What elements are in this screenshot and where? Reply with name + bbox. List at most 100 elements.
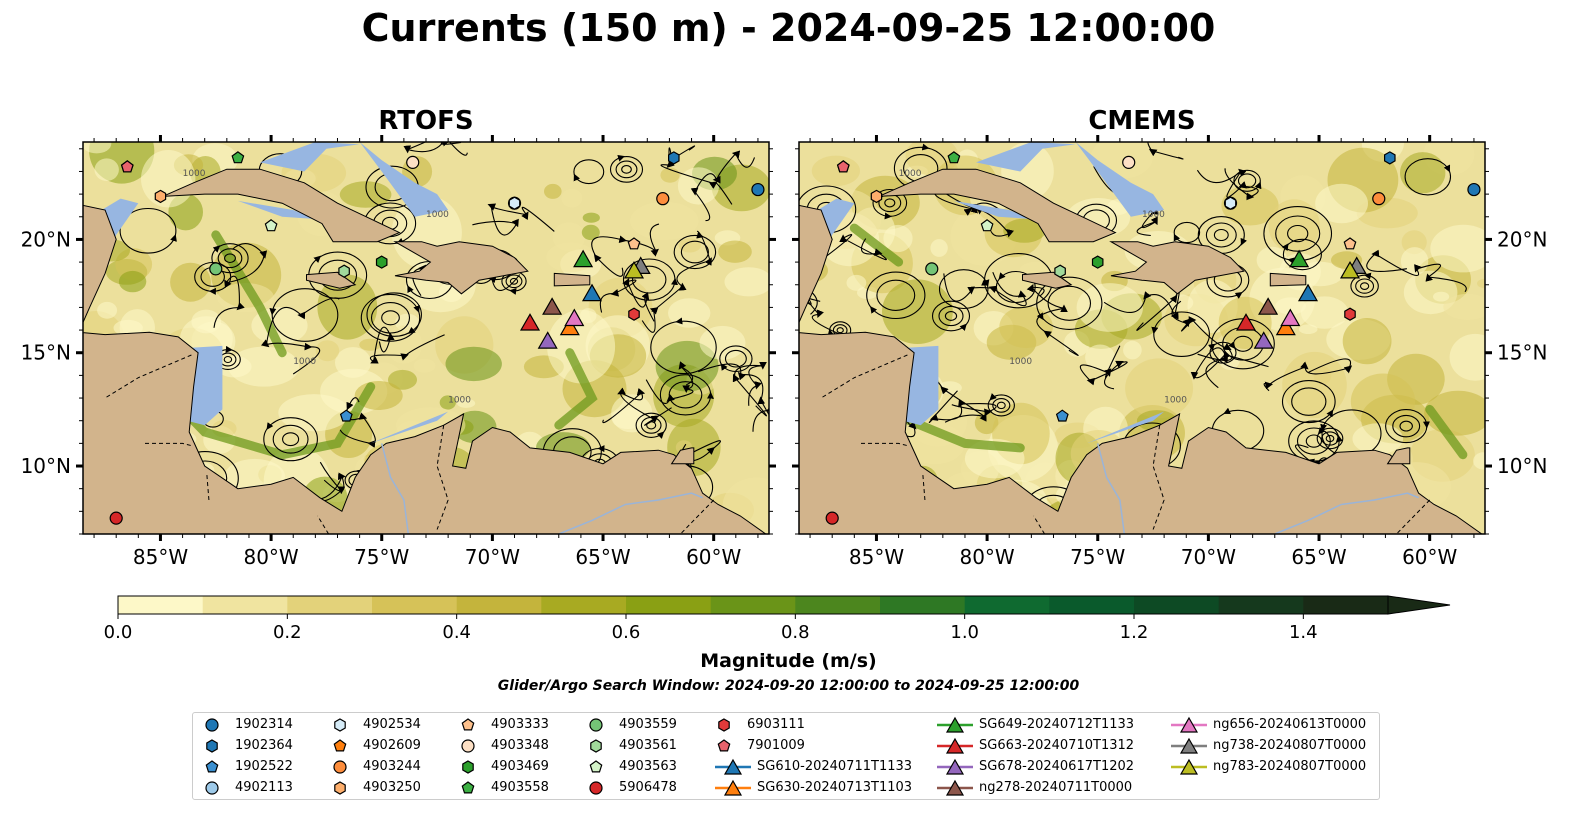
marker-4903559 bbox=[209, 262, 223, 276]
magnitude-patch bbox=[388, 369, 417, 390]
streamline bbox=[1196, 168, 1259, 201]
streamline-eddy bbox=[944, 311, 958, 321]
streamline-eddy bbox=[1392, 414, 1421, 438]
legend-swatch bbox=[333, 760, 347, 774]
magnitude-patch bbox=[630, 201, 699, 241]
streamline-arrow bbox=[407, 285, 414, 294]
magnitude-patch bbox=[1256, 246, 1288, 274]
legend-label: 4902113 bbox=[235, 780, 293, 795]
magnitude-patch bbox=[315, 340, 340, 362]
streamline bbox=[403, 142, 468, 156]
land bbox=[553, 272, 591, 287]
legend-marker bbox=[589, 718, 603, 732]
streamline bbox=[1171, 300, 1233, 361]
lon-tick-label: 85°W bbox=[133, 545, 188, 569]
legend-label: 6903111 bbox=[747, 717, 805, 732]
legend-label: 7901009 bbox=[747, 738, 805, 753]
streamline-eddy bbox=[884, 198, 896, 208]
legend-label: 4903563 bbox=[619, 759, 677, 774]
country-border bbox=[104, 354, 192, 399]
colorbar-tick-label: 1.2 bbox=[1120, 622, 1149, 643]
legend-marker bbox=[205, 760, 219, 773]
marker-SG678-20240617T1202 bbox=[1253, 331, 1274, 349]
streamline-arrow bbox=[720, 363, 728, 371]
colorbar-segment bbox=[541, 596, 627, 614]
lat-tick-label: 15°N bbox=[1497, 341, 1547, 365]
magnitude-patch bbox=[883, 224, 913, 253]
streamline-arrow bbox=[921, 143, 930, 151]
marker-1902314 bbox=[751, 182, 765, 197]
country-border bbox=[206, 475, 210, 503]
legend-label: 4903348 bbox=[491, 738, 549, 753]
magnitude-patch bbox=[724, 267, 769, 297]
magnitude-patch bbox=[1449, 333, 1485, 381]
legend-swatch bbox=[718, 718, 730, 732]
streamline-arrow bbox=[1173, 233, 1181, 242]
marker-ng656-20240613T0000 bbox=[1280, 308, 1301, 327]
country-border bbox=[1152, 425, 1165, 530]
marker-4903561 bbox=[338, 264, 350, 278]
shallow-water bbox=[1075, 142, 1165, 217]
lon-tick-label: 80°W bbox=[959, 545, 1014, 569]
legend-label: SG610-20240711T1133 bbox=[757, 759, 913, 774]
legend-swatch bbox=[206, 739, 218, 753]
shallow-water bbox=[976, 142, 1076, 172]
magnitude-patch bbox=[678, 238, 701, 253]
legend-swatch bbox=[462, 760, 474, 774]
colorbar-tick-label: 1.4 bbox=[1289, 622, 1318, 643]
legend-swatch bbox=[461, 781, 475, 794]
marker-SG649-20240712T1133 bbox=[573, 249, 594, 268]
legend-marker bbox=[462, 760, 474, 774]
magnitude-patch bbox=[699, 325, 746, 360]
marker-4903469 bbox=[375, 255, 388, 269]
marker-ng656-20240613T0000 bbox=[564, 308, 585, 327]
magnitude-patch bbox=[552, 222, 586, 252]
marker-4903563 bbox=[980, 219, 994, 232]
country-border bbox=[436, 425, 449, 530]
marker-4903250 bbox=[154, 189, 167, 204]
strong-current-band bbox=[905, 416, 1025, 453]
magnitude-patch bbox=[339, 181, 392, 208]
magnitude-patch bbox=[1123, 340, 1142, 360]
marker-4903250 bbox=[870, 189, 883, 204]
map-panel-cmems: 1000 1000 1000 1000 85°W 80°W 75°W 70°W 65°W 60°W… bbox=[792, 135, 1547, 569]
streamline-arrow bbox=[989, 393, 997, 401]
colorbar-frame bbox=[117, 595, 1389, 615]
streamline bbox=[339, 397, 376, 448]
land bbox=[1269, 272, 1307, 287]
streamline-eddy bbox=[505, 274, 523, 289]
streamline bbox=[645, 361, 694, 404]
streamline-eddy bbox=[509, 277, 519, 285]
colorbar-segment bbox=[626, 596, 712, 614]
marker-4903563 bbox=[264, 219, 278, 232]
legend-marker bbox=[723, 758, 743, 775]
streamline-eddy bbox=[272, 424, 309, 454]
streamline-eddy bbox=[1213, 228, 1229, 242]
legend-label: 4903250 bbox=[363, 780, 421, 795]
streamline-arrow bbox=[212, 245, 221, 253]
streamline-eddy bbox=[1275, 215, 1321, 252]
magnitude-patch bbox=[457, 398, 476, 408]
streamline bbox=[1103, 290, 1180, 331]
streamline-eddy bbox=[1404, 158, 1452, 196]
legend-label: 4902534 bbox=[363, 717, 421, 732]
magnitude-patch bbox=[228, 346, 300, 387]
colorbar-segment bbox=[118, 596, 204, 614]
legend-label: 4902609 bbox=[363, 738, 421, 753]
streamline-arrow bbox=[413, 305, 420, 313]
streamline-arrow bbox=[696, 231, 704, 239]
magnitude-patch bbox=[385, 325, 423, 364]
legend-swatch bbox=[205, 781, 219, 795]
legend-marker bbox=[589, 781, 603, 795]
legend-label: SG663-20240710T1312 bbox=[979, 738, 1135, 753]
streamline-eddy bbox=[1173, 221, 1201, 244]
legend-label: ng656-20240613T0000 bbox=[1213, 717, 1367, 732]
magnitude-patch bbox=[1298, 324, 1318, 335]
streamline-arrow bbox=[1228, 341, 1236, 350]
lon-tick-label: 75°W bbox=[1070, 545, 1125, 569]
legend-marker bbox=[461, 781, 475, 794]
main-title: Currents (150 m) - 2024-09-25 12:00:00 bbox=[361, 6, 1216, 50]
magnitude-patch bbox=[544, 183, 562, 199]
magnitude-patch bbox=[278, 394, 350, 432]
legend-label: 4903333 bbox=[491, 717, 549, 732]
